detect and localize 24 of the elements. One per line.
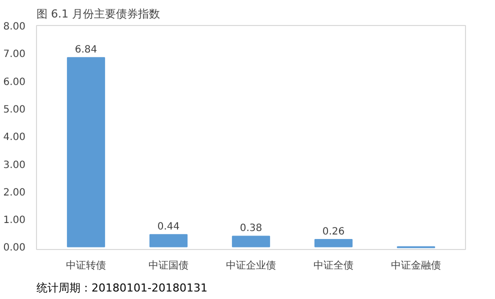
data-label: 6.84 [74,44,98,56]
x-tick-label: 中证金融债 [391,260,441,272]
y-tick-label: 6.00 [3,76,26,88]
y-tick-label: 5.00 [3,104,26,116]
bar [314,239,353,248]
chart-title: 图 6.1 月份主要债券指数 [36,8,160,20]
bar [149,234,188,248]
x-tick-label: 中证企业债 [226,260,276,272]
y-tick-label: 1.00 [3,215,26,226]
y-tick-label: 8.00 [3,22,26,32]
bar [66,57,106,248]
y-tick-label: 7.00 [3,49,26,60]
x-tick-label: 中证国债 [148,260,188,272]
text: 统计周期：20180101-20180131 [36,282,208,294]
y-tick-label: 0.00 [3,242,26,254]
data-label: 0.44 [157,222,180,233]
data-label: 0.26 [322,226,345,238]
y-tick-label: 3.00 [3,160,26,171]
y-tick-label: 2.00 [3,187,26,198]
bar [232,236,270,248]
y-tick-label: 4.00 [3,132,26,144]
data-label: 0.38 [240,223,262,234]
x-tick-label: 中证全债 [314,260,354,272]
x-tick-label: 中证转债 [66,260,106,272]
